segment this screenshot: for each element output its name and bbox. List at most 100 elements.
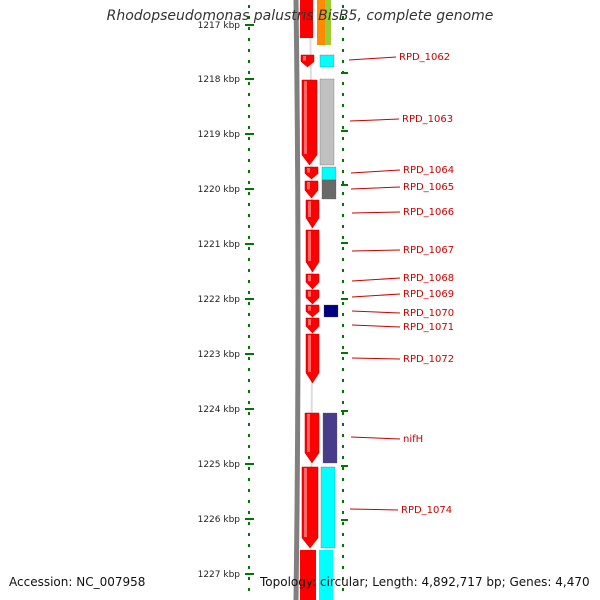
track-minor-tick bbox=[342, 456, 344, 459]
track-minor-tick bbox=[342, 181, 344, 184]
gene-arrow bbox=[305, 199, 320, 229]
ruler-label: 1220 kbp bbox=[198, 185, 241, 195]
ruler-minor-tick bbox=[248, 148, 250, 151]
top-genes bbox=[300, 0, 333, 600]
gene-arrow bbox=[305, 229, 320, 273]
ruler-minor-tick bbox=[248, 181, 250, 184]
gene-track bbox=[300, 54, 339, 549]
gene-arrow-highlight bbox=[304, 81, 307, 154]
track-minor-tick bbox=[342, 214, 344, 217]
label-leader-line bbox=[351, 324, 401, 328]
track-minor-tick bbox=[342, 148, 344, 151]
track-minor-tick bbox=[342, 489, 344, 492]
ruler-minor-tick bbox=[248, 269, 250, 272]
track-minor-tick bbox=[342, 170, 344, 173]
track-minor-tick bbox=[342, 379, 344, 382]
label-leader-line bbox=[349, 118, 400, 122]
ruler-minor-tick bbox=[248, 566, 250, 569]
track-minor-tick bbox=[342, 38, 344, 41]
gene-label: nifH bbox=[403, 434, 423, 445]
accession-text: Accession: NC_007958 bbox=[9, 575, 146, 589]
gene-label: RPD_1067 bbox=[403, 245, 454, 256]
ruler-label: 1219 kbp bbox=[198, 130, 241, 140]
track-minor-tick bbox=[342, 412, 344, 415]
track-minor-tick bbox=[342, 27, 344, 30]
gene-arrow bbox=[305, 317, 320, 334]
cog-bar bbox=[325, 0, 331, 45]
ruler-minor-tick bbox=[248, 159, 250, 162]
track-minor-tick bbox=[342, 49, 344, 52]
track-minor-tick bbox=[342, 445, 344, 448]
backbone-line bbox=[293, 0, 301, 600]
gene-arrow bbox=[304, 180, 319, 199]
label-leader-line bbox=[351, 277, 401, 282]
gene-arrow-highlight bbox=[304, 468, 307, 537]
gene-label: RPD_1069 bbox=[403, 289, 454, 300]
label-leader-line bbox=[351, 357, 401, 360]
ruler-minor-tick bbox=[248, 346, 250, 349]
ruler-label: 1217 kbp bbox=[198, 21, 241, 31]
gene-label: RPD_1068 bbox=[403, 273, 454, 284]
ruler-minor-tick bbox=[248, 203, 250, 206]
label-leader-line bbox=[351, 293, 401, 298]
track-minor-tick bbox=[342, 302, 344, 305]
track-minor-tick bbox=[342, 247, 344, 250]
gene-arrow-highlight bbox=[308, 319, 311, 326]
ruler-minor-tick bbox=[248, 27, 250, 30]
track-minor-tick bbox=[342, 192, 344, 195]
ruler-minor-tick bbox=[248, 324, 250, 327]
gene-arrow bbox=[300, 550, 316, 600]
ruler-minor-tick bbox=[248, 588, 250, 591]
gene-label: RPD_1063 bbox=[402, 114, 453, 125]
label-leader-line bbox=[351, 249, 401, 252]
cog-bar bbox=[321, 179, 337, 200]
track-minor-tick bbox=[342, 258, 344, 261]
track-minor-tick bbox=[342, 159, 344, 162]
label-leader-line bbox=[348, 56, 397, 61]
track-minor-tick bbox=[342, 500, 344, 503]
gene-arrow-highlight bbox=[308, 306, 311, 311]
track-minor-tick bbox=[342, 71, 344, 74]
ruler-label: 1224 kbp bbox=[198, 405, 241, 415]
ruler-minor-tick bbox=[248, 357, 250, 360]
gene-arrow bbox=[305, 333, 320, 384]
gene-arrow bbox=[305, 289, 320, 305]
ruler-minor-tick bbox=[248, 236, 250, 239]
ruler-minor-tick bbox=[248, 478, 250, 481]
ruler-minor-tick bbox=[248, 170, 250, 173]
ruler-label: 1221 kbp bbox=[198, 240, 241, 250]
ruler-minor-tick bbox=[248, 247, 250, 250]
gene-label: RPD_1074 bbox=[401, 505, 452, 516]
ruler-minor-tick bbox=[248, 104, 250, 107]
ruler-minor-tick bbox=[248, 368, 250, 371]
gene-arrow-highlight bbox=[308, 335, 311, 372]
ruler-minor-tick bbox=[248, 522, 250, 525]
gene-label: RPD_1062 bbox=[399, 52, 450, 63]
track-minor-tick bbox=[342, 335, 344, 338]
track-minor-tick bbox=[342, 16, 344, 19]
gene-label: RPD_1065 bbox=[403, 182, 454, 193]
ruler-minor-tick bbox=[248, 214, 250, 217]
cog-bar bbox=[317, 0, 325, 45]
ruler-minor-tick bbox=[248, 16, 250, 19]
ruler-minor-tick bbox=[248, 302, 250, 305]
cog-bar bbox=[323, 304, 339, 318]
gene-label: RPD_1072 bbox=[403, 354, 454, 365]
cog-bar bbox=[319, 550, 333, 600]
cog-bar bbox=[320, 466, 336, 549]
ruler-label: 1218 kbp bbox=[198, 75, 241, 85]
track-minor-tick bbox=[342, 291, 344, 294]
ruler-minor-tick bbox=[248, 137, 250, 140]
label-leader-line bbox=[350, 169, 401, 174]
track-minor-tick bbox=[342, 346, 344, 349]
track-minor-tick bbox=[342, 82, 344, 85]
cog-bar bbox=[321, 166, 337, 181]
track-minor-tick bbox=[342, 137, 344, 140]
label-leader-line bbox=[351, 310, 401, 314]
track-minor-tick bbox=[342, 566, 344, 569]
ruler-minor-tick bbox=[248, 434, 250, 437]
gene-arrow bbox=[305, 273, 320, 290]
track-minor-tick bbox=[342, 555, 344, 558]
gene-arrow-highlight bbox=[307, 414, 310, 452]
label-leader-line bbox=[351, 211, 401, 214]
